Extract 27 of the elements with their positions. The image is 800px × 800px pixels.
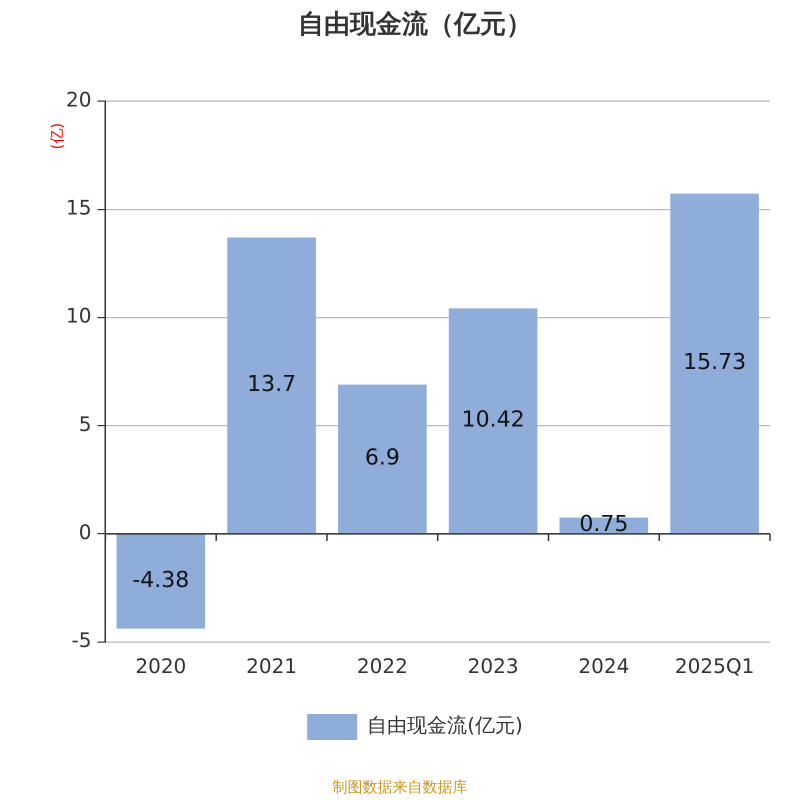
x-tick-label: 2020 [135, 654, 186, 678]
data-label: 15.73 [683, 350, 746, 376]
chart-title: 自由现金流（亿元） [298, 9, 532, 40]
y-tick-label: -5 [71, 628, 92, 652]
y-tick-label: 0 [78, 520, 92, 544]
x-tick-label: 2024 [578, 654, 630, 678]
bar [338, 384, 427, 534]
bar [227, 237, 316, 534]
data-label: -4.38 [132, 568, 190, 594]
text: 制图数据来自数据库 [332, 778, 468, 797]
data-label: 6.9 [364, 446, 400, 471]
legend-label: 自由现金流(亿元) [367, 713, 523, 738]
bar [116, 534, 206, 629]
y-tick-label: 15 [66, 196, 92, 220]
data-label: 13.7 [247, 372, 296, 398]
x-tick-label: 2022 [356, 654, 408, 678]
x-tick-label: 2025Q1 [674, 654, 754, 678]
data-label: 10.42 [462, 408, 525, 433]
x-tick-label: 2023 [468, 654, 519, 678]
data-label: 0.75 [579, 512, 628, 538]
y-tick-label: 10 [66, 304, 92, 328]
bar [448, 308, 538, 534]
bar [670, 194, 759, 534]
y-tick-label: 5 [78, 412, 92, 436]
y-tick-label: 20 [66, 87, 92, 112]
y-axis-title: (亿) [48, 122, 66, 150]
x-tick-label: 2021 [246, 654, 298, 678]
